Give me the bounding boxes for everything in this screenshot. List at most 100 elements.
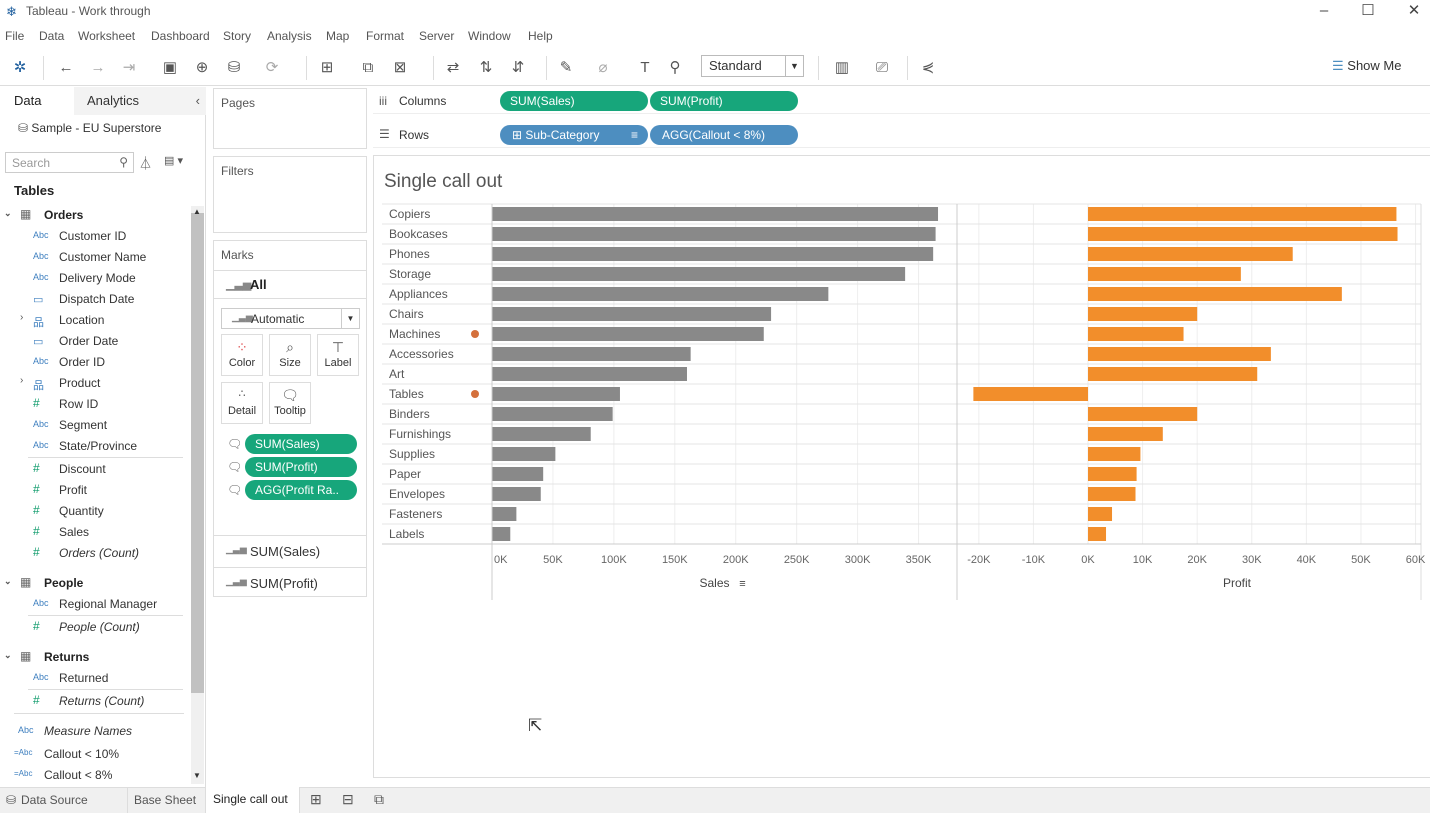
new-worksheet-icon[interactable]: ⊞: [320, 59, 334, 76]
field-profit[interactable]: # Profit: [0, 481, 190, 502]
undo-icon[interactable]: ←: [58, 59, 74, 76]
size-button[interactable]: ⌕ Size: [269, 334, 311, 376]
field-customer-id[interactable]: Abc Customer ID: [0, 227, 190, 248]
tooltip-button[interactable]: 🗨 Tooltip: [269, 382, 311, 424]
collapse-pane-icon[interactable]: ‹: [195, 93, 200, 108]
columns-shelf[interactable]: iii Columns SUM(Sales) SUM(Profit): [373, 88, 1430, 114]
label-button[interactable]: ⊤ Label: [317, 334, 359, 376]
menu-help[interactable]: Help: [528, 29, 553, 43]
menu-server[interactable]: Server: [419, 29, 455, 43]
field-state-province[interactable]: Abc State/Province: [0, 437, 190, 458]
pages-card[interactable]: Pages: [213, 88, 367, 149]
table-orders[interactable]: ⌄ ▦ Orders: [0, 206, 190, 226]
scrollbar-thumb[interactable]: [191, 213, 204, 693]
mark-pill-agg-profit-ratio[interactable]: AGG(Profit Ra..: [245, 480, 357, 500]
clear-sheet-icon[interactable]: ⊠: [393, 59, 407, 76]
scroll-down-icon[interactable]: ▼: [193, 771, 201, 780]
expand-icon[interactable]: ›: [20, 375, 24, 386]
field-customer-name[interactable]: Abc Customer Name: [0, 248, 190, 269]
column-pill-sum-sales[interactable]: SUM(Sales): [500, 91, 648, 111]
row-pill-sub-category[interactable]: ⊞ Sub-Category ≡: [500, 125, 648, 145]
new-datasource-icon[interactable]: ⊕: [195, 59, 209, 76]
marks-sales-row[interactable]: ▁▃▅ SUM(Sales): [214, 535, 366, 565]
field-measure-names[interactable]: Abc Measure Names: [0, 722, 190, 743]
minimize-icon[interactable]: –: [1319, 2, 1329, 19]
field-orders-count[interactable]: # Orders (Count): [0, 544, 190, 565]
duplicate-sheet-icon[interactable]: ⧉: [362, 59, 374, 76]
new-story-icon[interactable]: ⧉: [374, 791, 384, 807]
field-sales[interactable]: # Sales: [0, 523, 190, 544]
field-regional-manager[interactable]: Abc Regional Manager: [0, 595, 190, 616]
mark-type-select[interactable]: ▁▃▅ Automatic ▼: [221, 308, 360, 329]
show-me-button[interactable]: ☰ Show Me: [1332, 58, 1401, 74]
field-order-id[interactable]: Abc Order ID: [0, 353, 190, 374]
sort-ascending-icon[interactable]: ⇅: [479, 59, 493, 76]
mark-pill-sum-profit[interactable]: SUM(Profit): [245, 457, 357, 477]
field-callout-8[interactable]: =Abc Callout < 8%: [0, 766, 190, 787]
marks-all-row[interactable]: ▁▃▅ All: [214, 270, 366, 299]
menu-format[interactable]: Format: [366, 29, 405, 43]
field-returns-count[interactable]: # Returns (Count): [0, 692, 190, 713]
show-cards-icon[interactable]: ▥: [834, 59, 850, 76]
tab-base-sheet[interactable]: Base Sheet: [134, 793, 197, 807]
maximize-icon[interactable]: ☐: [1361, 2, 1375, 19]
field-row-id[interactable]: # Row ID: [0, 395, 190, 416]
datasource-item[interactable]: ⛁ Sample - EU Superstore: [18, 121, 161, 135]
scroll-up-icon[interactable]: ▲: [193, 207, 201, 216]
highlight-icon[interactable]: ✎: [559, 59, 573, 76]
presentation-mode-icon[interactable]: ⎚: [875, 59, 888, 76]
field-location[interactable]: › 品 Location: [0, 311, 190, 332]
tab-data-source[interactable]: Data Source: [21, 793, 88, 807]
fit-select[interactable]: Standard ▼: [701, 55, 804, 77]
row-pill-agg-callout[interactable]: AGG(Callout < 8%): [650, 125, 798, 145]
color-button[interactable]: ⁘ Color: [221, 334, 263, 376]
rows-shelf[interactable]: ☰ Rows ⊞ Sub-Category ≡ AGG(Callout < 8%…: [373, 122, 1430, 148]
table-returns[interactable]: ⌄ ▦ Returns: [0, 648, 190, 668]
field-returned[interactable]: Abc Returned: [0, 669, 190, 690]
pause-updates-icon[interactable]: ⛁: [227, 59, 241, 76]
table-people[interactable]: ⌄ ▦ People: [0, 574, 190, 594]
replay-icon[interactable]: ⇥: [122, 59, 136, 76]
column-pill-sum-profit[interactable]: SUM(Profit): [650, 91, 798, 111]
redo-icon[interactable]: →: [90, 59, 106, 76]
view-options-icon[interactable]: ▤ ▾: [164, 155, 183, 167]
menu-window[interactable]: Window: [468, 29, 511, 43]
mark-pill-sum-sales[interactable]: SUM(Sales): [245, 434, 357, 454]
refresh-icon[interactable]: ⟳: [265, 59, 279, 76]
sort-icon[interactable]: ≡: [630, 128, 638, 142]
menu-dashboard[interactable]: Dashboard: [151, 29, 210, 43]
field-dispatch-date[interactable]: ▭ Dispatch Date: [0, 290, 190, 311]
field-product[interactable]: › 品 Product: [0, 374, 190, 395]
detail-button[interactable]: ∴ Detail: [221, 382, 263, 424]
field-callout-10[interactable]: =Abc Callout < 10%: [0, 745, 190, 766]
marks-profit-row[interactable]: ▁▃▅ SUM(Profit): [214, 567, 366, 597]
tableau-home-icon[interactable]: ✲: [13, 59, 27, 76]
menu-file[interactable]: File: [5, 29, 25, 43]
share-icon[interactable]: ⋞: [921, 59, 935, 76]
show-mark-labels-icon[interactable]: T: [640, 59, 650, 76]
search-input[interactable]: Search ⚲: [5, 152, 134, 173]
tab-single-call-out[interactable]: Single call out: [205, 787, 300, 813]
filter-icon[interactable]: ⏃: [139, 156, 153, 171]
menu-data[interactable]: Data: [39, 29, 65, 43]
filters-card[interactable]: Filters: [213, 156, 367, 233]
field-segment[interactable]: Abc Segment: [0, 416, 190, 437]
menu-analysis[interactable]: Analysis: [267, 29, 312, 43]
new-worksheet-icon[interactable]: ⊞: [310, 791, 322, 807]
group-members-icon[interactable]: ⌀: [598, 59, 608, 76]
new-dashboard-icon[interactable]: ⊟: [342, 791, 354, 807]
save-icon[interactable]: ▣: [162, 59, 178, 76]
expand-icon[interactable]: ›: [20, 312, 24, 323]
swap-rows-columns-icon[interactable]: ⇄: [446, 59, 460, 76]
menu-map[interactable]: Map: [326, 29, 350, 43]
tab-analytics[interactable]: Analytics ‹: [74, 87, 206, 115]
menu-worksheet[interactable]: Worksheet: [78, 29, 136, 43]
field-order-date[interactable]: ▭ Order Date: [0, 332, 190, 353]
tab-data[interactable]: Data: [0, 87, 74, 115]
field-discount[interactable]: # Discount: [0, 460, 190, 481]
fix-axes-icon[interactable]: ⚲: [669, 59, 681, 76]
close-icon[interactable]: ✕: [1407, 2, 1421, 19]
sort-descending-icon[interactable]: ⇵: [511, 59, 525, 76]
field-delivery-mode[interactable]: Abc Delivery Mode: [0, 269, 190, 290]
field-people-count[interactable]: # People (Count): [0, 618, 190, 639]
